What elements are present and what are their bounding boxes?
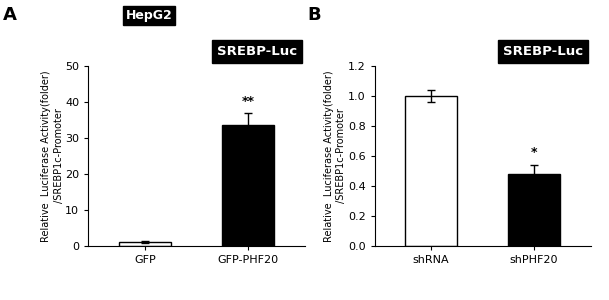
- Text: A: A: [3, 6, 17, 24]
- Text: B: B: [308, 6, 321, 24]
- Text: HepG2: HepG2: [126, 9, 172, 22]
- Text: SREBP-Luc: SREBP-Luc: [503, 45, 583, 58]
- Bar: [509, 174, 560, 246]
- Y-axis label: Relative  Luciferase Activity(folder)
/SREBP1c-Promoter: Relative Luciferase Activity(folder) /SR…: [324, 70, 347, 242]
- Bar: [119, 242, 171, 246]
- Text: **: **: [241, 95, 255, 109]
- Y-axis label: Relative  Luciferase Activity(folder)
/SREBP1c-Promoter: Relative Luciferase Activity(folder) /SR…: [41, 70, 64, 242]
- Text: *: *: [531, 146, 537, 159]
- Bar: [406, 96, 457, 246]
- Bar: [222, 125, 273, 246]
- Text: SREBP-Luc: SREBP-Luc: [217, 45, 297, 58]
